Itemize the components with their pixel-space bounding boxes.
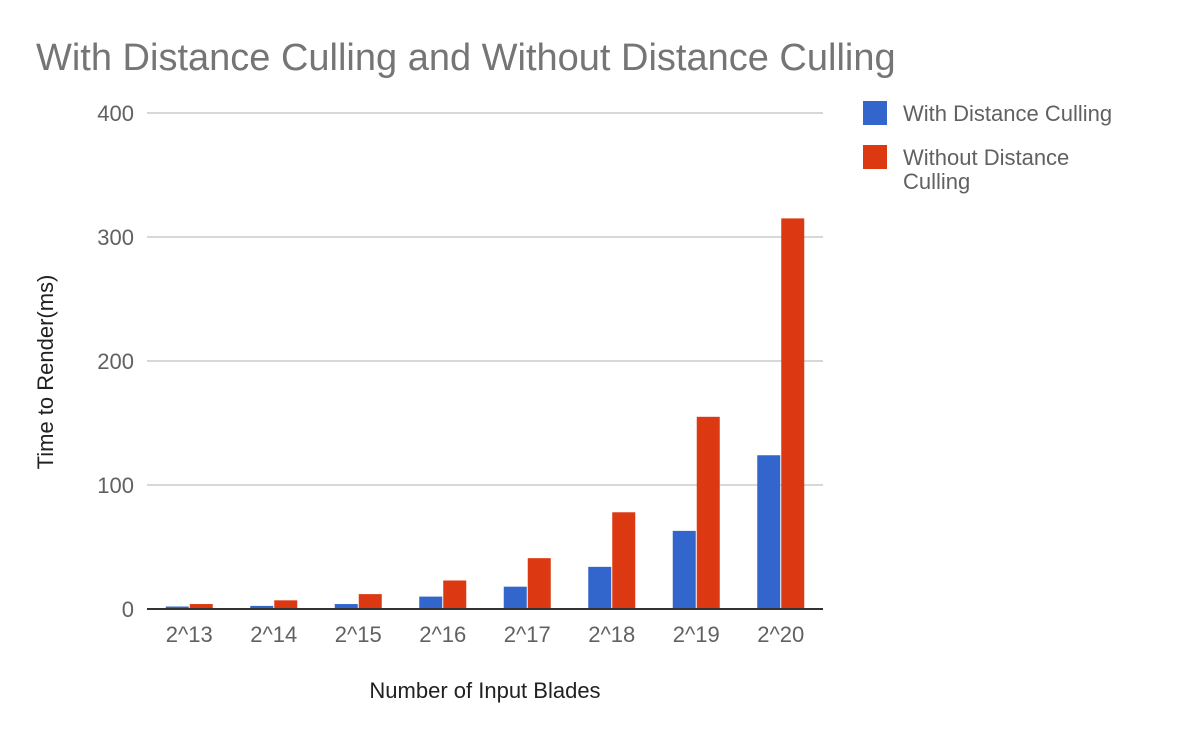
legend-label: Without Distance Culling [903,145,1069,194]
bar-with-culling-2^17 [503,586,527,609]
bar-with-culling-2^13 [165,606,189,609]
bar-with-culling-2^20 [757,455,781,609]
y-tick-label: 400 [97,101,134,126]
y-tick-label: 300 [97,225,134,250]
bar-with-culling-2^16 [419,596,443,609]
legend-label: With Distance Culling [903,101,1112,126]
legend-swatch [863,101,887,125]
y-axis-ticks: 0 100 200 300 400 [97,101,134,622]
legend-swatch [863,145,887,169]
x-tick-label: 2^20 [757,622,804,647]
x-tick-label: 2^15 [335,622,382,647]
x-tick-label: 2^14 [250,622,297,647]
y-tick-label: 0 [122,597,134,622]
bar-with-culling-2^15 [334,604,358,609]
bar-with-culling-2^14 [250,605,274,609]
bar-without-culling-2^16 [443,580,467,609]
x-axis-ticks: 2^13 2^14 2^15 2^16 2^17 2^18 2^19 2^20 [166,622,805,647]
bar-without-culling-2^14 [274,600,298,609]
x-tick-label: 2^19 [673,622,720,647]
legend: With Distance Culling Without Distance Cul… [863,101,1112,194]
x-tick-label: 2^17 [504,622,551,647]
bar-with-culling-2^18 [588,566,612,609]
bar-without-culling-2^13 [189,604,213,609]
x-tick-label: 2^18 [588,622,635,647]
x-tick-label: 2^16 [419,622,466,647]
y-axis-title: Time to Render(ms) [33,275,58,470]
x-tick-label: 2^13 [166,622,213,647]
y-tick-label: 100 [97,473,134,498]
gridlines [147,112,823,486]
bar-without-culling-2^18 [612,512,636,609]
bar-with-culling-2^19 [672,530,696,609]
bar-without-culling-2^20 [781,218,805,609]
bars [165,218,805,609]
y-tick-label: 200 [97,349,134,374]
chart-title: With Distance Culling and Without Distan… [36,37,896,79]
x-axis-title: Number of Input Blades [369,678,600,703]
bar-without-culling-2^17 [527,558,551,609]
bar-without-culling-2^19 [696,416,720,609]
bar-without-culling-2^15 [358,594,382,609]
